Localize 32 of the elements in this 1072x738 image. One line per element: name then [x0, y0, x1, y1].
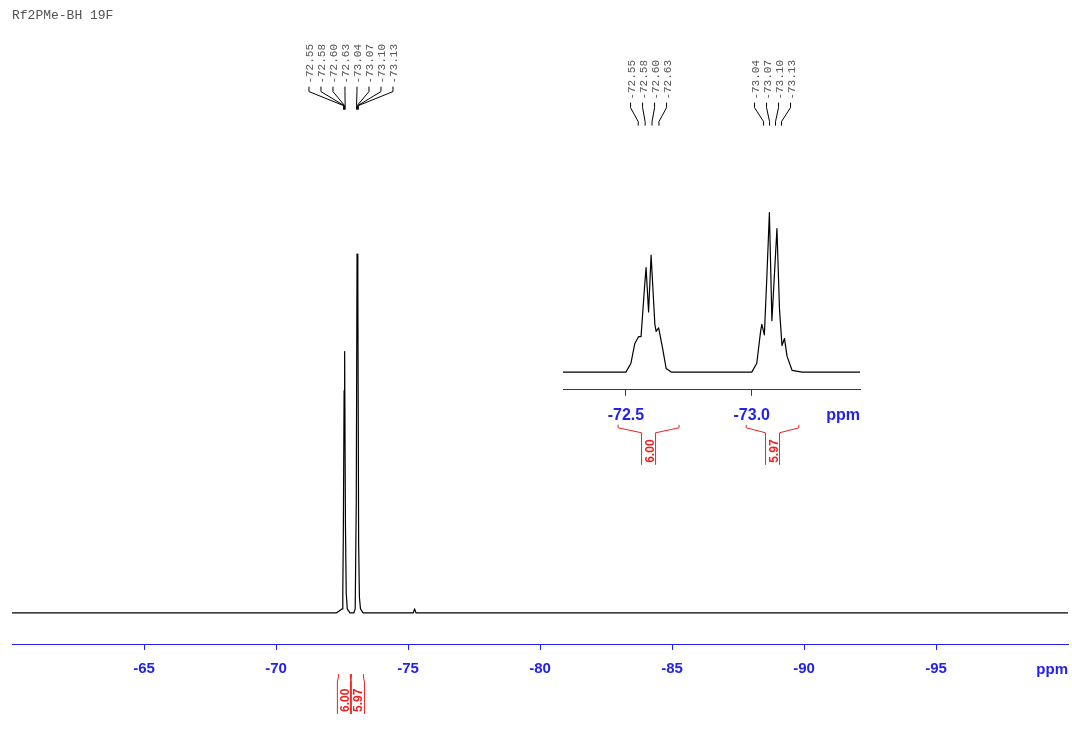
- text: -73.13: [387, 44, 400, 84]
- text: -72.63: [661, 60, 674, 100]
- x-tick-label: -70: [265, 659, 287, 677]
- x-tick-label: -80: [529, 659, 551, 677]
- text: 6.00: [338, 688, 353, 712]
- text: -73.04: [749, 59, 762, 100]
- text: -72.55: [303, 44, 316, 84]
- chart-title: Rf2PMe-BH 19F: [12, 8, 114, 24]
- text: -73.07: [363, 44, 376, 84]
- text: -73.07: [761, 60, 774, 100]
- x-tick-label: -72.5: [607, 405, 645, 423]
- text: -72.55: [625, 60, 638, 100]
- text: -72.58: [637, 60, 650, 100]
- text: -73.10: [375, 44, 388, 84]
- text: -72.63: [339, 44, 352, 84]
- x-tick-label: -85: [661, 659, 683, 677]
- x-tick-label: -95: [925, 659, 947, 677]
- x-tick-label: -65: [133, 659, 155, 677]
- text: -73.13: [785, 60, 798, 100]
- x-tick-label: -73.0: [733, 405, 771, 423]
- x-tick-label: -75: [397, 659, 419, 677]
- annotation: 6.00: [642, 439, 657, 463]
- x-tick-label: -90: [793, 659, 815, 677]
- x-axis-title: ppm: [826, 406, 860, 424]
- text: -72.60: [327, 44, 340, 84]
- text: -72.60: [649, 60, 662, 100]
- text: -73.04: [351, 43, 364, 84]
- text: 5.97: [351, 688, 366, 712]
- annotation: 5.97: [766, 439, 781, 463]
- text: -72.58: [315, 44, 328, 84]
- text: -73.10: [773, 60, 786, 100]
- x-axis-title: ppm: [1036, 659, 1068, 677]
